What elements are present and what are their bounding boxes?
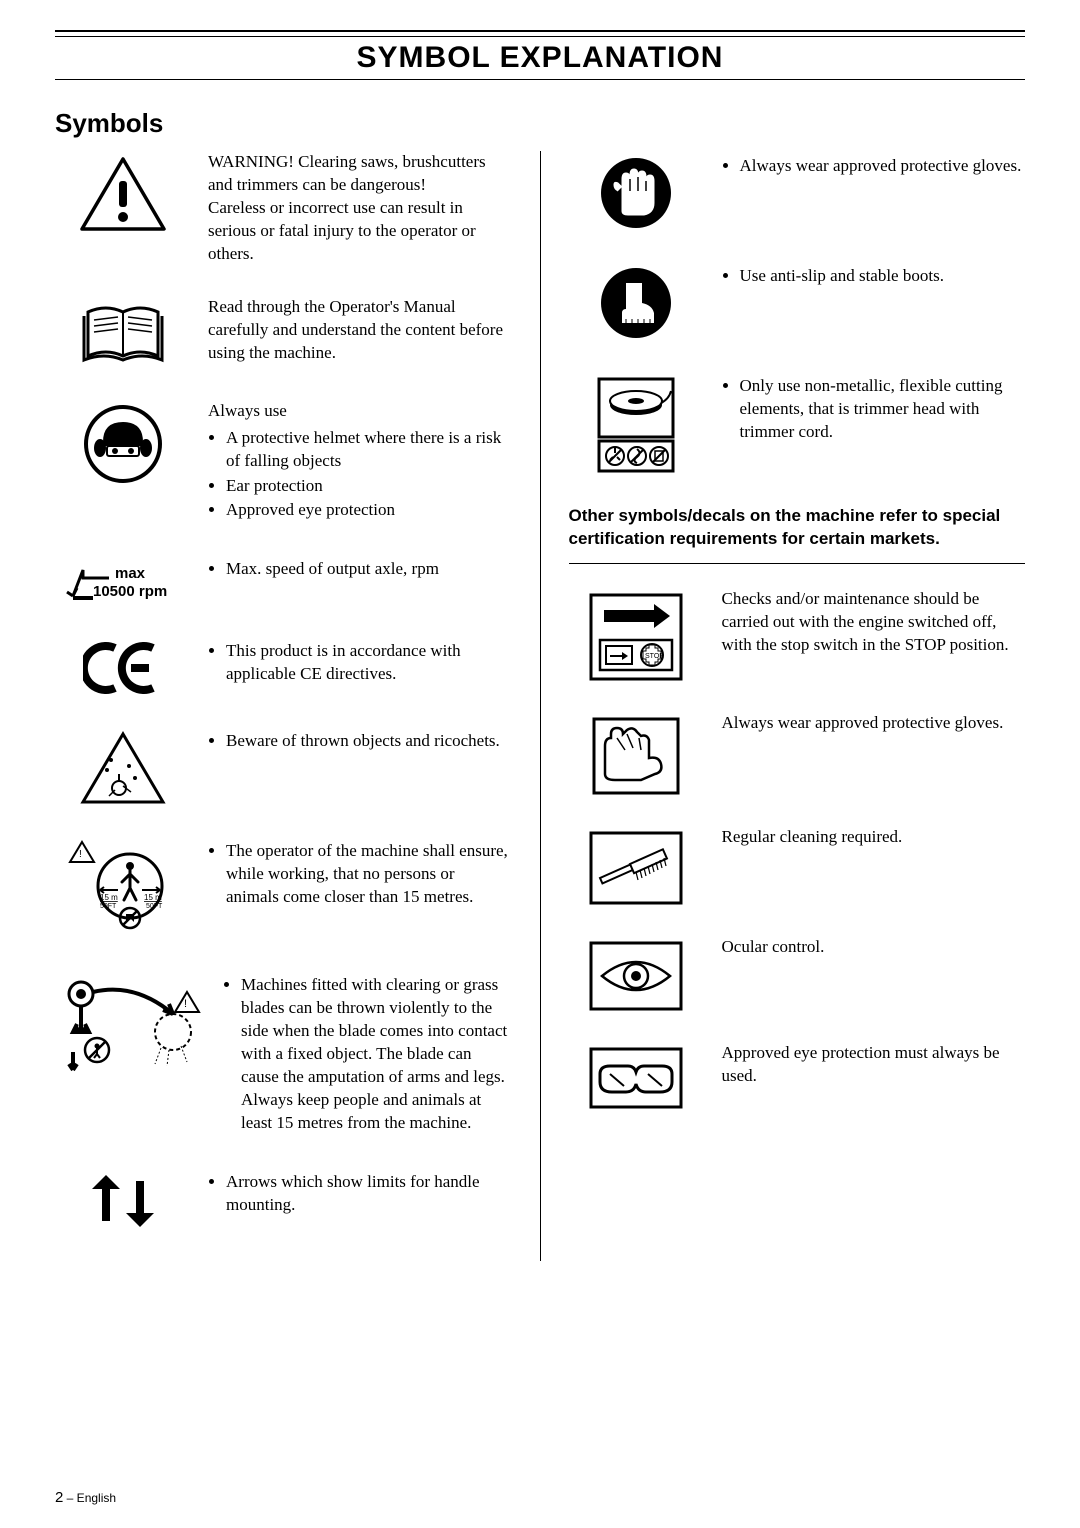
row-stop: STOP Checks and/or maintenance should be…	[569, 588, 1026, 682]
row-thrown: Beware of thrown objects and ricochets.	[55, 726, 512, 806]
gloves-text: Always wear approved protective gloves.	[722, 151, 1026, 180]
ppe-list: A protective helmet where there is a ris…	[208, 427, 512, 523]
blade-text: Machines fitted with clearing or grass b…	[223, 970, 512, 1137]
max-rpm-icon: max10500 rpm	[55, 554, 190, 606]
svg-text:15 m: 15 m	[100, 893, 118, 902]
row-blade: ! Machines fitted with clearing or grass…	[55, 970, 512, 1137]
svg-text:50FT: 50FT	[146, 903, 163, 910]
arrows-bullet: Arrows which show limits for handle moun…	[226, 1171, 512, 1217]
thrown-text: Beware of thrown objects and ricochets.	[208, 726, 512, 755]
ppe-lead: Always use	[208, 401, 287, 420]
maxrpm-text: Max. speed of output axle, rpm	[208, 554, 512, 583]
svg-text:50FT: 50FT	[100, 903, 117, 910]
row-maxrpm: max10500 rpm Max. speed of output axle, …	[55, 554, 512, 606]
ocular-text: Ocular control.	[722, 936, 1026, 959]
row-arrows: Arrows which show limits for handle moun…	[55, 1167, 512, 1231]
clean-text: Regular cleaning required.	[722, 826, 1026, 849]
svg-text:!: !	[79, 849, 82, 860]
trimmer-head-icon	[569, 371, 704, 475]
manual-book-icon	[55, 296, 190, 370]
warning-text: WARNING! Clearing saws, brushcutters and…	[208, 151, 512, 266]
rpm-label: 10500 rpm	[93, 583, 167, 600]
section-heading: Symbols	[55, 108, 1025, 139]
row-boots: Use anti-slip and stable boots.	[569, 261, 1026, 341]
maxrpm-bullet: Max. speed of output axle, rpm	[226, 558, 512, 581]
gloves2-text: Always wear approved protective gloves.	[722, 712, 1026, 735]
content-columns: WARNING! Clearing saws, brushcutters and…	[55, 151, 1025, 1261]
warning-triangle-icon	[55, 151, 190, 233]
manual-text: Read through the Operator's Manual caref…	[208, 296, 512, 365]
divider	[569, 563, 1026, 564]
helmet-icon	[55, 400, 190, 484]
certification-note: Other symbols/decals on the machine refe…	[569, 505, 1026, 551]
distance-15m-icon: !15 m15 m50FT50FT	[55, 836, 190, 940]
boots-icon	[569, 261, 704, 341]
page-lang: – English	[63, 1491, 116, 1505]
row-gloves2: Always wear approved protective gloves.	[569, 712, 1026, 796]
right-column: Always wear approved protective gloves. …	[541, 151, 1026, 1261]
stop-text: Checks and/or maintenance should be carr…	[722, 588, 1026, 657]
ppe-text: Always use A protective helmet where the…	[208, 400, 512, 525]
page-title: SYMBOL EXPLANATION	[55, 41, 1025, 75]
row-distance: !15 m15 m50FT50FT The operator of the ma…	[55, 836, 512, 940]
svg-text:15 m: 15 m	[144, 893, 162, 902]
gloves-bullet: Always wear approved protective gloves.	[740, 155, 1026, 178]
stop-label: STOP	[645, 653, 664, 660]
row-clean: Regular cleaning required.	[569, 826, 1026, 906]
distance-bullet: The operator of the machine shall ensure…	[226, 840, 512, 909]
distance-text: The operator of the machine shall ensure…	[208, 836, 512, 911]
ce-mark-icon	[55, 636, 190, 696]
page-footer: 2 – English	[55, 1489, 116, 1506]
thrown-objects-icon	[55, 726, 190, 806]
ce-bullet: This product is in accordance with appli…	[226, 640, 512, 686]
row-manual: Read through the Operator's Manual caref…	[55, 296, 512, 370]
title-bar: SYMBOL EXPLANATION	[55, 36, 1025, 80]
thrown-bullet: Beware of thrown objects and ricochets.	[226, 730, 512, 753]
row-ppe: Always use A protective helmet where the…	[55, 400, 512, 525]
trimmer-bullet: Only use non-metallic, flexible cutting …	[740, 375, 1026, 444]
warning-text-content: WARNING! Clearing saws, brushcutters and…	[208, 152, 486, 263]
cleaning-brush-icon	[569, 826, 704, 906]
eye-icon	[569, 936, 704, 1012]
gloves-icon	[569, 151, 704, 231]
arrows-text: Arrows which show limits for handle moun…	[208, 1167, 512, 1219]
safety-glasses-icon	[569, 1042, 704, 1110]
ppe-item-ear: Ear protection	[226, 475, 512, 498]
top-rule	[55, 30, 1025, 32]
row-ce: This product is in accordance with appli…	[55, 636, 512, 696]
ce-text: This product is in accordance with appli…	[208, 636, 512, 688]
svg-text:!: !	[184, 998, 187, 1010]
left-column: WARNING! Clearing saws, brushcutters and…	[55, 151, 541, 1261]
row-ocular: Ocular control.	[569, 936, 1026, 1012]
row-warning: WARNING! Clearing saws, brushcutters and…	[55, 151, 512, 266]
mounting-arrows-icon	[55, 1167, 190, 1231]
eyewear-text: Approved eye protection must always be u…	[722, 1042, 1026, 1088]
ppe-item-eye: Approved eye protection	[226, 499, 512, 522]
row-gloves: Always wear approved protective gloves.	[569, 151, 1026, 231]
row-trimmer: Only use non-metallic, flexible cutting …	[569, 371, 1026, 475]
boots-text: Use anti-slip and stable boots.	[722, 261, 1026, 290]
row-eyewear: Approved eye protection must always be u…	[569, 1042, 1026, 1110]
gloves-outline-icon	[569, 712, 704, 796]
boots-bullet: Use anti-slip and stable boots.	[740, 265, 1026, 288]
stop-switch-icon: STOP	[569, 588, 704, 682]
blade-kickback-icon: !	[55, 970, 205, 1084]
max-label: max	[115, 565, 146, 582]
blade-bullet: Machines fitted with clearing or grass b…	[241, 974, 512, 1135]
trimmer-text: Only use non-metallic, flexible cutting …	[722, 371, 1026, 446]
ppe-item-helmet: A protective helmet where there is a ris…	[226, 427, 512, 473]
